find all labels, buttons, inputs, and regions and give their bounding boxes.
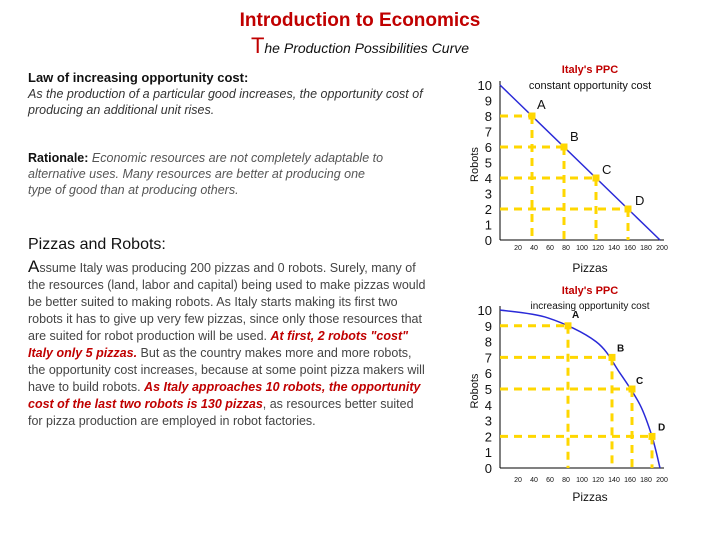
y-tick-label: 6 bbox=[485, 140, 492, 155]
chart-subtitle: constant opportunity cost bbox=[529, 80, 651, 92]
y-tick-label: 6 bbox=[485, 366, 492, 381]
point-marker-d bbox=[648, 432, 656, 440]
y-axis-label: Robots bbox=[469, 373, 481, 408]
subtitle-initial: T bbox=[250, 33, 265, 58]
point-marker-b bbox=[560, 143, 568, 151]
x-tick-label: 200 bbox=[656, 245, 668, 252]
x-axis-label: Pizzas bbox=[572, 261, 607, 275]
x-tick-label: 80 bbox=[562, 477, 570, 484]
y-tick-label: 4 bbox=[485, 171, 492, 186]
point-label-a: A bbox=[537, 97, 546, 112]
point-marker-d bbox=[624, 205, 632, 213]
chart-title: Italy's PPC bbox=[562, 285, 618, 297]
x-tick-label: 40 bbox=[530, 245, 538, 252]
page-title: Introduction to Economics bbox=[239, 10, 481, 31]
point-marker-b bbox=[608, 353, 616, 361]
point-marker-a bbox=[564, 322, 572, 330]
story-initial: A bbox=[28, 257, 40, 276]
x-tick-label: 160 bbox=[624, 477, 636, 484]
y-tick-label: 7 bbox=[485, 125, 492, 140]
page-subtitle: The Production Possibilities Curve bbox=[0, 33, 720, 59]
x-tick-label: 140 bbox=[608, 245, 620, 252]
pizzas-robots-heading: Pizzas and Robots: bbox=[28, 236, 166, 253]
y-tick-label: 1 bbox=[485, 445, 492, 460]
x-tick-label: 20 bbox=[514, 477, 522, 484]
law-body: As the production of a particular good i… bbox=[28, 87, 423, 117]
x-tick-label: 60 bbox=[546, 245, 554, 252]
story-part-1: ssume Italy was producing 200 pizzas and… bbox=[28, 261, 426, 343]
y-tick-label: 1 bbox=[485, 218, 492, 233]
subtitle-text: he Production Possibilities Curve bbox=[264, 40, 470, 56]
chart-subtitle: increasing opportunity cost bbox=[531, 301, 650, 312]
point-label-d: D bbox=[658, 422, 665, 433]
x-tick-label: 180 bbox=[640, 245, 652, 252]
chart-title: Italy's PPC bbox=[562, 64, 618, 76]
x-tick-label: 100 bbox=[576, 477, 588, 484]
x-tick-label: 80 bbox=[562, 245, 570, 252]
point-label-b: B bbox=[617, 343, 624, 354]
rationale-paragraph: Rationale: Economic resources are not co… bbox=[28, 150, 388, 198]
x-tick-label: 40 bbox=[530, 477, 538, 484]
y-tick-label: 10 bbox=[478, 78, 492, 93]
point-marker-a bbox=[528, 112, 536, 120]
x-axis-label: Pizzas bbox=[572, 490, 607, 504]
point-label-d: D bbox=[635, 193, 644, 208]
y-tick-label: 5 bbox=[485, 156, 492, 171]
pizzas-robots-story: Assume Italy was producing 200 pizzas an… bbox=[28, 258, 428, 430]
point-marker-c bbox=[628, 385, 636, 393]
y-tick-label: 0 bbox=[485, 461, 492, 476]
point-label-c: C bbox=[636, 376, 643, 387]
y-tick-label: 3 bbox=[485, 187, 492, 202]
law-heading: Law of increasing opportunity cost: bbox=[28, 70, 249, 85]
y-tick-label: 2 bbox=[485, 429, 492, 444]
x-tick-label: 140 bbox=[608, 477, 620, 484]
x-tick-label: 120 bbox=[592, 477, 604, 484]
point-label-b: B bbox=[570, 129, 579, 144]
y-tick-label: 7 bbox=[485, 350, 492, 365]
x-tick-label: 120 bbox=[592, 245, 604, 252]
point-label-a: A bbox=[572, 310, 579, 321]
story-highlight-2: As Italy approaches 10 robots, the oppor… bbox=[28, 380, 421, 411]
y-tick-label: 0 bbox=[485, 233, 492, 248]
y-tick-label: 4 bbox=[485, 398, 492, 413]
story-part-3: , as resources better suited for pizza p… bbox=[28, 397, 414, 428]
y-tick-label: 5 bbox=[485, 382, 492, 397]
x-tick-label: 180 bbox=[640, 477, 652, 484]
ppc-curve bbox=[499, 309, 661, 469]
point-label-c: C bbox=[602, 162, 611, 177]
y-axis-label: Robots bbox=[469, 147, 481, 182]
y-tick-label: 2 bbox=[485, 202, 492, 217]
x-tick-label: 60 bbox=[546, 477, 554, 484]
x-tick-label: 160 bbox=[624, 245, 636, 252]
x-tick-label: 100 bbox=[576, 245, 588, 252]
x-tick-label: 20 bbox=[514, 245, 522, 252]
story-highlight-1: At first, 2 robots "cost" Italy only 5 p… bbox=[28, 329, 409, 360]
x-tick-label: 200 bbox=[656, 477, 668, 484]
rationale-body: Economic resources are not completely ad… bbox=[28, 151, 384, 197]
y-tick-label: 9 bbox=[485, 319, 492, 334]
point-marker-c bbox=[592, 174, 600, 182]
y-tick-label: 8 bbox=[485, 109, 492, 124]
story-part-2: But as the country makes more and more r… bbox=[28, 346, 425, 394]
rationale-label: Rationale: bbox=[28, 151, 89, 165]
ppc-curve bbox=[499, 84, 661, 241]
y-tick-label: 3 bbox=[485, 414, 492, 429]
y-tick-label: 8 bbox=[485, 335, 492, 350]
y-tick-label: 10 bbox=[478, 303, 492, 318]
y-tick-label: 9 bbox=[485, 94, 492, 109]
